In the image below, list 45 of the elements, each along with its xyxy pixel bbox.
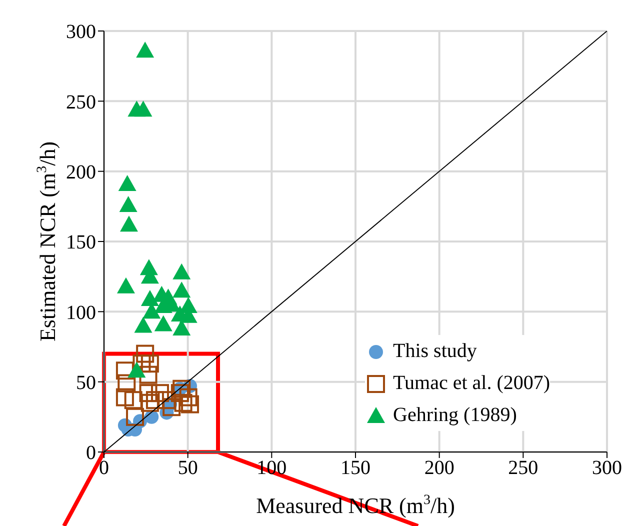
point: [134, 100, 152, 117]
point: [170, 384, 189, 402]
point: [116, 388, 134, 406]
point: [119, 196, 138, 212]
point: [140, 354, 159, 373]
point: [120, 216, 138, 232]
legend-label: This study: [393, 339, 477, 364]
point: [140, 394, 159, 412]
point: [181, 395, 200, 414]
y-tick-label: 50: [76, 372, 96, 394]
y-tick-label: 100: [66, 302, 96, 324]
y-tick-label: 250: [66, 91, 96, 114]
point: [174, 394, 192, 412]
point: [162, 398, 181, 416]
point: [154, 315, 172, 332]
point: [139, 384, 158, 402]
y-tick-label: 0: [86, 442, 96, 464]
x-tick-label: 250: [508, 457, 538, 480]
x-tick-label: 300: [592, 457, 622, 480]
point: [128, 362, 146, 378]
point: [136, 344, 154, 363]
point: [179, 388, 198, 406]
point: [116, 362, 134, 380]
point: [172, 282, 191, 298]
point: [126, 408, 144, 426]
point: [118, 374, 136, 392]
point: [136, 42, 154, 58]
point: [134, 316, 152, 333]
point: [118, 174, 136, 191]
x-tick-label: 200: [424, 457, 454, 480]
legend-label: Tumac et al. (2007): [393, 371, 550, 396]
x-tick-label: 150: [340, 457, 370, 480]
legend-label: Gehring (1989): [393, 403, 517, 428]
point: [139, 366, 158, 384]
y-tick-label: 300: [66, 21, 96, 44]
point: [172, 380, 191, 398]
point: [124, 391, 142, 410]
y-tick-label: 200: [66, 161, 96, 184]
x-tick-label: 50: [178, 457, 198, 480]
point: [140, 290, 159, 306]
point: [151, 384, 169, 402]
y-tick-label: 150: [66, 232, 96, 254]
point: [146, 391, 164, 410]
point: [172, 263, 191, 280]
point: [116, 277, 135, 294]
